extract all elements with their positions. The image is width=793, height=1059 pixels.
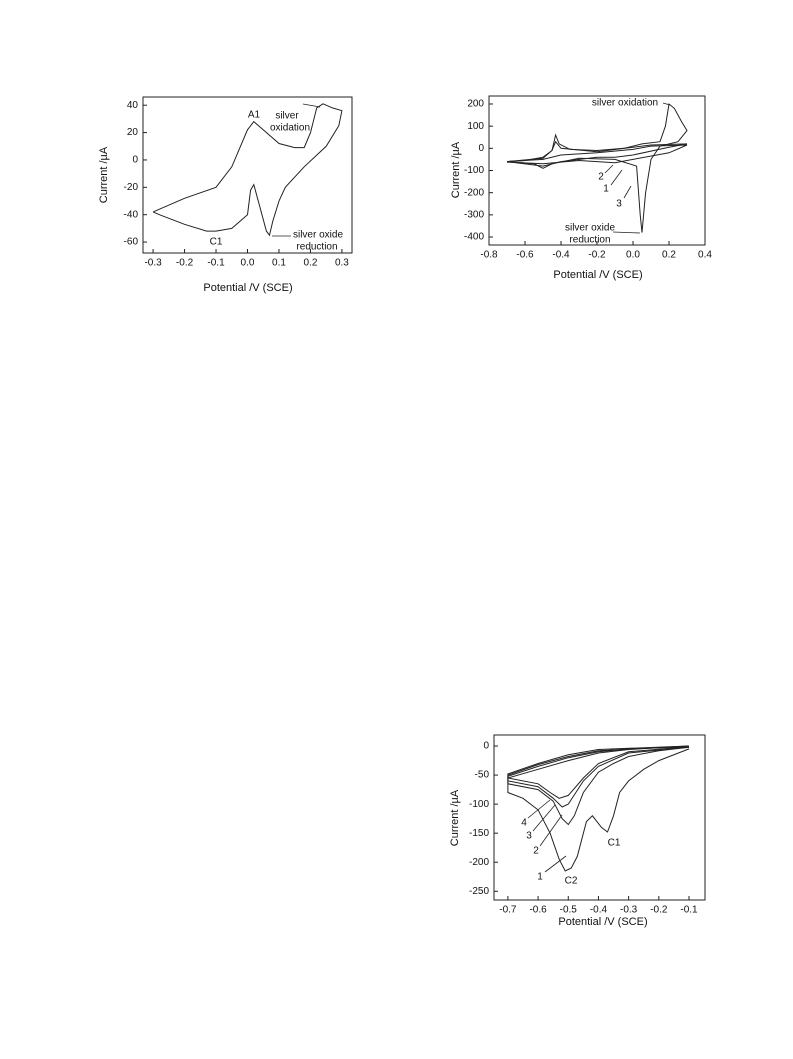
- x-tick-label: -0.6: [529, 905, 547, 916]
- y-tick-label: 40: [127, 100, 139, 111]
- annotation: oxidation: [270, 123, 310, 134]
- x-tick-label: 0.0: [626, 250, 640, 261]
- y-tick-label: 0: [483, 741, 489, 752]
- annotation: 3: [526, 831, 532, 842]
- x-tick-label: -0.2: [650, 905, 668, 916]
- leader-line: [544, 855, 567, 873]
- cv-curve: [507, 745, 690, 799]
- x-tick-label: 0.2: [303, 258, 317, 269]
- y-tick-label: -200: [464, 187, 484, 198]
- annotation: silver oxidation: [592, 98, 658, 109]
- annotation: silver oxide: [293, 230, 343, 241]
- annotation: A1: [248, 110, 261, 121]
- cv-curve: [507, 745, 690, 808]
- y-tick-label: -400: [464, 232, 484, 243]
- x-tick-label: 0.0: [241, 258, 255, 269]
- annotation: C1: [608, 838, 621, 849]
- annotation: 3: [616, 199, 622, 210]
- x-tick-label: 0.1: [272, 258, 286, 269]
- cv-curve: [506, 144, 688, 165]
- x-tick-label: 0.3: [335, 258, 349, 269]
- cv-curve: [507, 746, 690, 826]
- x-axis-title: Potential /V (SCE): [553, 269, 642, 281]
- leader-line: [302, 103, 321, 108]
- leader-line: [623, 185, 632, 199]
- cv-curve: [506, 140, 688, 167]
- y-tick-label: -60: [124, 237, 139, 248]
- x-tick-label: -0.7: [499, 905, 517, 916]
- annotation: silver oxide: [565, 223, 615, 234]
- x-tick-label: -0.8: [480, 250, 498, 261]
- x-tick-label: 0.4: [698, 250, 712, 261]
- x-tick-label: -0.2: [588, 250, 606, 261]
- x-tick-label: -0.4: [552, 250, 570, 261]
- leader-line: [604, 164, 614, 174]
- y-tick-label: -20: [124, 182, 139, 193]
- y-tick-label: -200: [469, 857, 489, 868]
- annotation: C2: [565, 876, 578, 887]
- leader-line: [527, 799, 551, 819]
- x-tick-label: -0.1: [207, 258, 225, 269]
- x-tick-label: 0.2: [662, 250, 676, 261]
- y-tick-label: -100: [464, 165, 484, 176]
- y-tick-label: -100: [469, 799, 489, 810]
- y-tick-label: 20: [127, 127, 139, 138]
- y-axis-title: Current /µA: [449, 789, 461, 846]
- cv-curve: [506, 103, 688, 233]
- plot-frame: [493, 734, 706, 901]
- cv-curve: [152, 103, 343, 237]
- cv-curve: [507, 746, 690, 872]
- y-tick-label: 100: [467, 121, 484, 132]
- y-axis-title: Current /µA: [98, 146, 110, 203]
- annotation: 2: [598, 172, 604, 183]
- y-axis-title: Current /µA: [450, 141, 462, 198]
- annotation: reduction: [569, 235, 610, 246]
- y-tick-label: -50: [475, 770, 490, 781]
- annotation: C1: [210, 237, 223, 248]
- leader-line: [610, 169, 623, 186]
- annotation: 1: [603, 184, 609, 195]
- annotation: silver: [275, 111, 299, 122]
- x-tick-label: -0.2: [176, 258, 194, 269]
- leader-line: [612, 231, 641, 234]
- x-tick-label: -0.5: [560, 905, 578, 916]
- y-tick-label: 200: [467, 99, 484, 110]
- y-tick-label: -40: [124, 209, 139, 220]
- x-tick-label: -0.3: [620, 905, 638, 916]
- x-axis-title: Potential /V (SCE): [558, 916, 647, 928]
- x-tick-label: -0.6: [516, 250, 534, 261]
- x-axis-title: Potential /V (SCE): [203, 282, 292, 294]
- x-tick-label: -0.1: [680, 905, 698, 916]
- leader-line: [532, 804, 556, 832]
- y-tick-label: 0: [478, 143, 484, 154]
- y-tick-label: 0: [132, 155, 138, 166]
- x-tick-label: -0.3: [144, 258, 162, 269]
- annotation: 1: [537, 872, 543, 883]
- annotation: reduction: [296, 242, 337, 253]
- leader-line: [539, 814, 563, 847]
- annotation: 4: [521, 818, 527, 829]
- annotation: 2: [533, 846, 539, 857]
- x-tick-label: -0.4: [590, 905, 608, 916]
- leader-line: [662, 102, 671, 106]
- y-tick-label: -150: [469, 828, 489, 839]
- y-tick-label: -250: [469, 886, 489, 897]
- y-tick-label: -300: [464, 209, 484, 220]
